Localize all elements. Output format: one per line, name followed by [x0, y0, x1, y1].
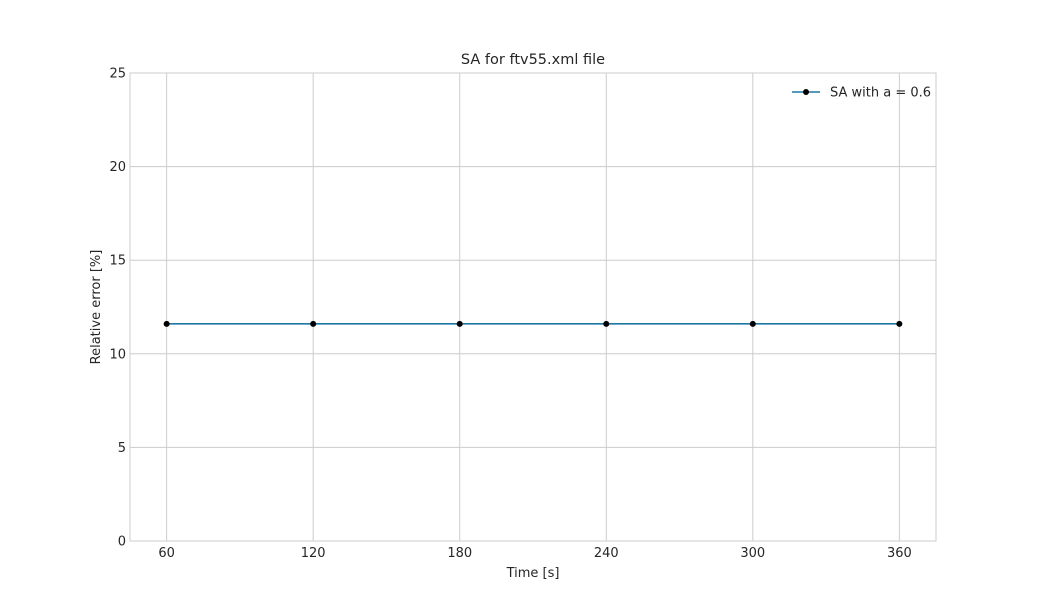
- x-tick-label: 60: [158, 546, 175, 561]
- legend: SA with a = 0.6: [792, 86, 931, 101]
- x-tick-label: 180: [447, 546, 472, 561]
- x-tick-label: 120: [301, 546, 326, 561]
- y-tick-label: 0: [118, 535, 126, 550]
- y-tick-label: 10: [109, 347, 126, 362]
- data-point: [310, 320, 317, 327]
- data-point: [749, 320, 756, 327]
- plot-frame: [129, 72, 937, 542]
- x-tick-label: 360: [887, 546, 912, 561]
- x-tick-labels: 60 120 180 240 300 360: [158, 546, 911, 561]
- y-axis-label: Relative error [%]: [89, 250, 104, 365]
- data-point: [456, 320, 463, 327]
- y-tick-label: 25: [109, 67, 126, 82]
- data-point: [896, 320, 903, 327]
- x-tick-label: 300: [740, 546, 765, 561]
- legend-label: SA with a = 0.6: [830, 86, 931, 101]
- y-tick-labels: 0 5 10 15 20 25: [109, 67, 126, 550]
- series-layer: [163, 320, 903, 327]
- y-tick-label: 20: [109, 160, 126, 175]
- legend-marker-swatch: [803, 89, 809, 95]
- x-axis-label: Time [s]: [506, 566, 560, 581]
- y-tick-label: 15: [109, 254, 126, 269]
- chart-title: SA for ftv55.xml file: [461, 52, 605, 68]
- data-point: [603, 320, 610, 327]
- data-point: [163, 320, 170, 327]
- y-tick-label: 5: [118, 441, 126, 456]
- x-tick-label: 240: [594, 546, 619, 561]
